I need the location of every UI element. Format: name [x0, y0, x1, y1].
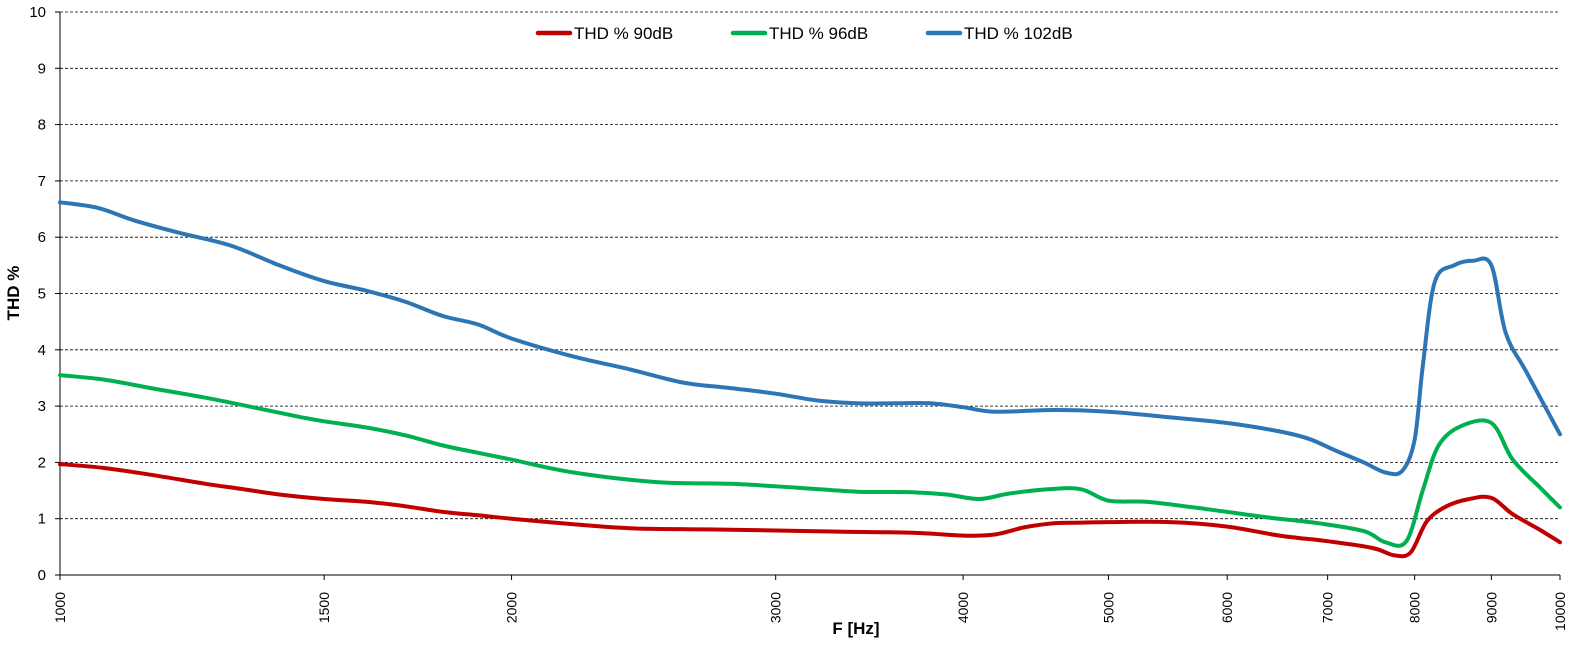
x-tick-label: 1000 — [52, 592, 68, 623]
x-tick-label: 7000 — [1320, 592, 1336, 623]
x-axis-title: F [Hz] — [832, 619, 879, 638]
x-tick-label: 8000 — [1407, 592, 1423, 623]
y-tick-label: 6 — [38, 229, 46, 246]
y-tick-label: 9 — [38, 60, 46, 77]
x-tick-label: 1500 — [316, 592, 332, 623]
x-tick-label: 6000 — [1219, 592, 1235, 623]
x-tick-label: 5000 — [1100, 592, 1116, 623]
x-tick-labels: 1000 1500 2000 3000 4000 5000 6000 7000 8000 9000… — [52, 575, 1568, 631]
x-tick-label: 3000 — [768, 592, 784, 623]
legend-label: THD % 90dB — [574, 24, 673, 43]
gridlines — [55, 11, 1560, 576]
series-line-1 — [58, 462, 1562, 559]
y-tick-label: 10 — [29, 4, 46, 21]
x-tick-label: 10000 — [1552, 592, 1568, 631]
x-tick-label: 2000 — [504, 592, 520, 623]
x-tick-label: 4000 — [955, 592, 971, 623]
series-line-3 — [58, 200, 1562, 477]
y-tick-labels: 0 1 2 3 4 5 6 7 8 9 10 — [29, 4, 46, 584]
y-tick-label: 4 — [38, 342, 46, 359]
y-tick-label: 7 — [38, 173, 46, 190]
x-tick-label: 9000 — [1483, 592, 1499, 623]
y-tick-label: 0 — [38, 567, 46, 584]
series-line-2 — [58, 373, 1562, 548]
y-tick-label: 5 — [38, 286, 46, 303]
legend: THD % 90dB THD % 96dB THD % 102dB — [535, 24, 1073, 43]
y-tick-label: 1 — [38, 511, 46, 528]
y-tick-label: 8 — [38, 117, 46, 134]
y-tick-label: 3 — [38, 398, 46, 415]
axes — [59, 12, 1560, 576]
y-axis-title: THD % — [4, 266, 23, 321]
legend-label: THD % 96dB — [769, 24, 868, 43]
legend-label: THD % 102dB — [964, 24, 1073, 43]
y-tick-label: 2 — [38, 454, 46, 471]
series-lines — [58, 200, 1562, 559]
